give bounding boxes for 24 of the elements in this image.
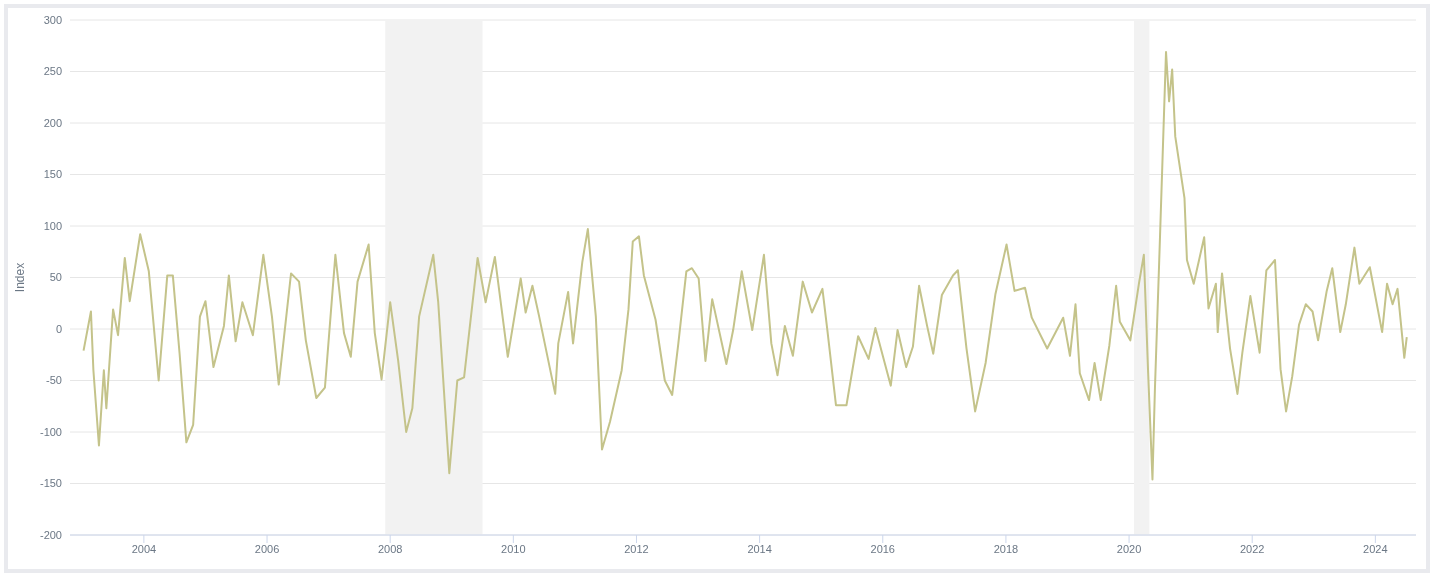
x-tick-label: 2020 xyxy=(1116,542,1142,555)
y-tick-label: -150 xyxy=(39,477,62,490)
y-tick-label: 100 xyxy=(43,219,62,232)
x-tick-label: 2006 xyxy=(254,542,280,555)
y-tick-label: -50 xyxy=(46,374,62,387)
x-tick-label: 2018 xyxy=(993,542,1019,555)
x-tick-label: 2008 xyxy=(377,542,403,555)
x-tick-label: 2004 xyxy=(131,542,157,555)
line-series xyxy=(82,50,1408,481)
y-tick-label: -200 xyxy=(39,528,62,541)
y-tick-label: 300 xyxy=(43,13,62,26)
x-tick-label: 2024 xyxy=(1363,542,1388,555)
x-tick-label: 2016 xyxy=(870,542,896,555)
y-tick-label: 200 xyxy=(43,116,62,129)
y-tick-label: 50 xyxy=(49,271,62,284)
x-tick-label: 2012 xyxy=(624,542,649,555)
y-tick-label: 0 xyxy=(55,322,62,335)
y-tick-label: 150 xyxy=(43,168,62,181)
x-tick-label: 2014 xyxy=(747,542,772,555)
y-tick-label: -100 xyxy=(39,425,62,438)
y-axis-title: Index xyxy=(13,262,28,293)
x-tick-label: 2010 xyxy=(501,542,526,555)
x-tick-label: 2022 xyxy=(1239,542,1265,555)
y-tick-label: 250 xyxy=(43,65,62,78)
